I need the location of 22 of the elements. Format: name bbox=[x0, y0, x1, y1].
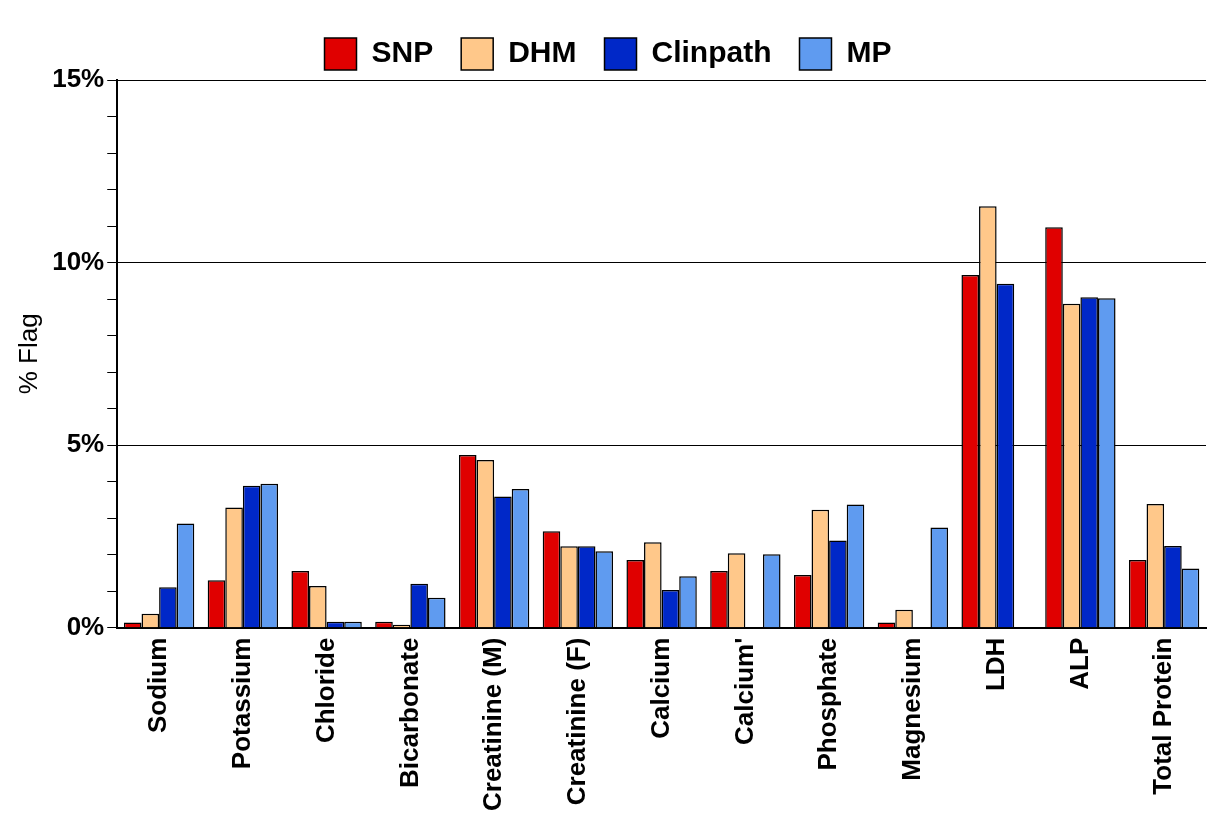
x-tick-label: Phosphate bbox=[812, 637, 843, 771]
x-tick-label: Total Protein bbox=[1147, 637, 1178, 795]
y-tick-label: 15% bbox=[52, 63, 105, 94]
legend-label: MP bbox=[846, 35, 892, 69]
y-tick-label: 5% bbox=[66, 428, 105, 459]
x-tick-label: Creatinine (F) bbox=[561, 637, 592, 806]
x-tick-label: Calcium' bbox=[728, 637, 759, 745]
x-tick-label: Bicarbonate bbox=[393, 637, 424, 788]
x-tick-label: Creatinine (M) bbox=[477, 637, 508, 811]
x-tick-label: LDH bbox=[979, 637, 1010, 692]
x-tick-label: Calcium bbox=[644, 637, 675, 739]
legend-label: SNP bbox=[371, 35, 434, 69]
x-tick-label: ALP bbox=[1063, 637, 1094, 690]
x-tick-label: Potassium bbox=[226, 637, 257, 770]
y-tick-label: 10% bbox=[52, 245, 105, 276]
x-tick-label: Magnesium bbox=[896, 637, 927, 781]
legend-label: Clinpath bbox=[651, 35, 772, 69]
x-tick-label: Chloride bbox=[309, 637, 340, 744]
x-tick-label: Sodium bbox=[142, 637, 173, 733]
y-axis-title: % Flag bbox=[12, 313, 43, 395]
legend-label: DHM bbox=[508, 35, 577, 69]
y-tick-label: 0% bbox=[66, 610, 105, 641]
